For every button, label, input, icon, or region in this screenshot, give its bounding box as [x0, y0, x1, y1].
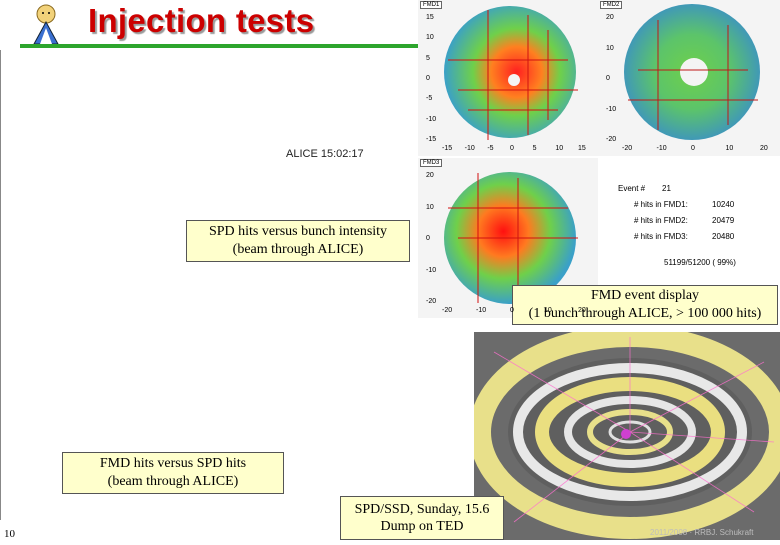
- fmd1-tag: FMD1: [420, 1, 443, 9]
- spd-ssd-event-display: [469, 325, 780, 540]
- event-number-value: 21: [662, 184, 671, 193]
- fmd3-y-tick: 20: [426, 172, 434, 179]
- fmd1-x-tick: 15: [578, 145, 586, 152]
- fmd1-y-tick: 0: [426, 75, 430, 82]
- fmd2-x-tick: 10: [725, 145, 734, 152]
- fmd2-y-tick: 20: [606, 14, 614, 21]
- fmd2-y-tick: 0: [606, 75, 610, 82]
- alice-logo: [33, 4, 59, 45]
- fmd2-x-tick: 0: [691, 145, 695, 152]
- fmd3-panel: FMD3: [418, 158, 598, 318]
- fmd3-x-tick: 0: [510, 307, 514, 314]
- fmd1-y-tick: 10: [426, 34, 434, 42]
- fmd3-hit-map: [444, 172, 578, 304]
- caption-spd-line2: (beam through ALICE): [232, 242, 364, 257]
- fmd1-x-tick: -5: [487, 145, 494, 152]
- fmd3-x-tick: -10: [476, 307, 487, 314]
- fmd1-hit-map: [444, 6, 578, 140]
- event-number-label: Event #: [618, 184, 646, 193]
- fmd3-y-tick: 0: [426, 235, 430, 242]
- caption-spd-ssd: SPD/SSD, Sunday, 15.6 Dump on TED: [340, 496, 504, 540]
- fmd3-x-tick: -20: [442, 307, 453, 314]
- caption-spd-line1: SPD hits versus bunch intensity: [208, 224, 388, 239]
- fmd1-y-tick: -10: [426, 115, 437, 123]
- fmd2-x-tick: -20: [622, 145, 633, 152]
- fmd3-x-tick: 10: [544, 307, 552, 314]
- caption-fmd-spd-line1: FMD hits versus SPD hits: [99, 456, 247, 471]
- left-border: [0, 50, 1, 520]
- fmd2-hits-value: 20479: [712, 216, 735, 225]
- photo-credit: 2011/2008 · RRBJ. Schukraft: [650, 528, 754, 537]
- fmd1-x-tick: -15: [442, 145, 453, 152]
- fmd2-hit-map: [624, 4, 760, 140]
- slide-title: Injection tests: [88, 2, 315, 39]
- caption-fmd-event-display: FMD event display (1 bunch through ALICE…: [512, 285, 778, 325]
- event-info-box: Event # 21 # hits in FMD1: 10240 # hits …: [600, 180, 778, 280]
- fmd3-tag: FMD3: [420, 159, 443, 167]
- fmd3-x-tick: 20: [578, 307, 586, 314]
- fmd3-y-tick: -20: [426, 298, 437, 305]
- fmd1-x-tick: 0: [510, 145, 514, 152]
- fmd1-y-tick: -5: [426, 95, 433, 103]
- fmd2-x-tick: -10: [656, 145, 667, 152]
- caption-spdssd-line2: Dump on TED: [380, 519, 464, 534]
- caption-fmd-event-line1: FMD event display: [590, 288, 700, 303]
- fmd3-hits-value: 20480: [712, 232, 735, 241]
- fmd1-y-tick: 5: [426, 54, 430, 62]
- fmd3-y-tick: -10: [426, 266, 437, 274]
- fmd1-hits-label: # hits in FMD1:: [634, 200, 688, 209]
- fmd2-y-tick: -10: [606, 105, 617, 113]
- caption-spdssd-line1: SPD/SSD, Sunday, 15.6: [354, 502, 490, 517]
- fmd2-hits-label: # hits in FMD2:: [634, 216, 688, 225]
- event-timestamp: ALICE 15:02:17: [286, 148, 364, 160]
- fmd1-x-tick: -10: [464, 145, 475, 152]
- fmd1-y-tick: -15: [426, 136, 437, 143]
- fmd1-y-tick: 15: [426, 14, 434, 21]
- fmd2-x-tick: 20: [760, 145, 768, 152]
- caption-fmd-vs-spd: FMD hits versus SPD hits (beam through A…: [62, 452, 284, 494]
- slide-number: 10: [4, 528, 15, 540]
- total-hits-summary: 51199/51200 ( 99%): [664, 258, 736, 267]
- detector-rings-image: [469, 325, 780, 540]
- fmd2-panel: FMD2: [598, 0, 780, 156]
- fmd1-panel: FMD1: [418, 0, 598, 156]
- caption-spd-hits: SPD hits versus bunch intensity (beam th…: [186, 220, 410, 262]
- fmd1-x-tick: 10: [555, 145, 564, 152]
- title-underline: [20, 44, 440, 48]
- fmd1-hits-value: 10240: [712, 200, 735, 209]
- fmd3-hits-label: # hits in FMD3:: [634, 232, 688, 241]
- caption-fmd-event-line2: (1 bunch through ALICE, > 100 000 hits): [528, 306, 762, 321]
- fmd2-y-tick: -20: [606, 136, 617, 143]
- caption-fmd-spd-line2: (beam through ALICE): [107, 474, 239, 489]
- fmd1-x-tick: 5: [532, 145, 537, 152]
- fmd2-tag: FMD2: [600, 1, 623, 9]
- fmd2-y-tick: 10: [606, 44, 614, 52]
- fmd3-y-tick: 10: [426, 203, 434, 211]
